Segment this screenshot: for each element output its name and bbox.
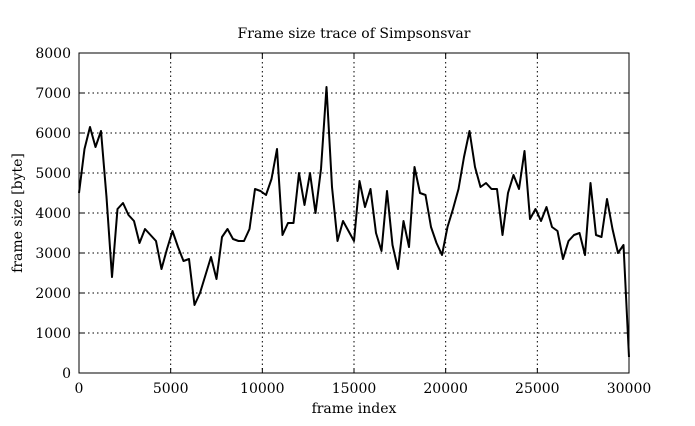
- x-tick-label: 30000: [607, 381, 652, 397]
- x-tick-label: 20000: [423, 381, 468, 397]
- series-layer: [78, 86, 630, 358]
- y-tick-label: 8000: [35, 46, 71, 62]
- y-tick-label: 3000: [35, 246, 71, 262]
- y-axis-label: frame size [byte]: [10, 153, 26, 273]
- series-line: [78, 86, 630, 358]
- y-tick-label: 2000: [35, 286, 71, 302]
- x-tick-label: 15000: [332, 381, 377, 397]
- x-tick-label: 5000: [153, 381, 189, 397]
- axis-ticks: 0 5000 10000 15000 20000 25000 30000 0 1000 2000 3…: [35, 46, 651, 397]
- y-tick-label: 0: [62, 366, 71, 382]
- y-tick-label: 1000: [35, 326, 71, 342]
- x-tick-label: 25000: [515, 381, 560, 397]
- x-axis-label: frame index: [312, 401, 397, 417]
- y-tick-label: 4000: [35, 206, 71, 222]
- y-tick-label: 5000: [35, 166, 71, 182]
- y-tick-label: 6000: [35, 126, 71, 142]
- y-tick-label: 7000: [35, 86, 71, 102]
- x-tick-label: 0: [75, 381, 84, 397]
- grid-lines: [79, 53, 629, 373]
- x-tick-label: 10000: [240, 381, 285, 397]
- chart-title: Frame size trace of Simpsonsvar: [238, 26, 471, 42]
